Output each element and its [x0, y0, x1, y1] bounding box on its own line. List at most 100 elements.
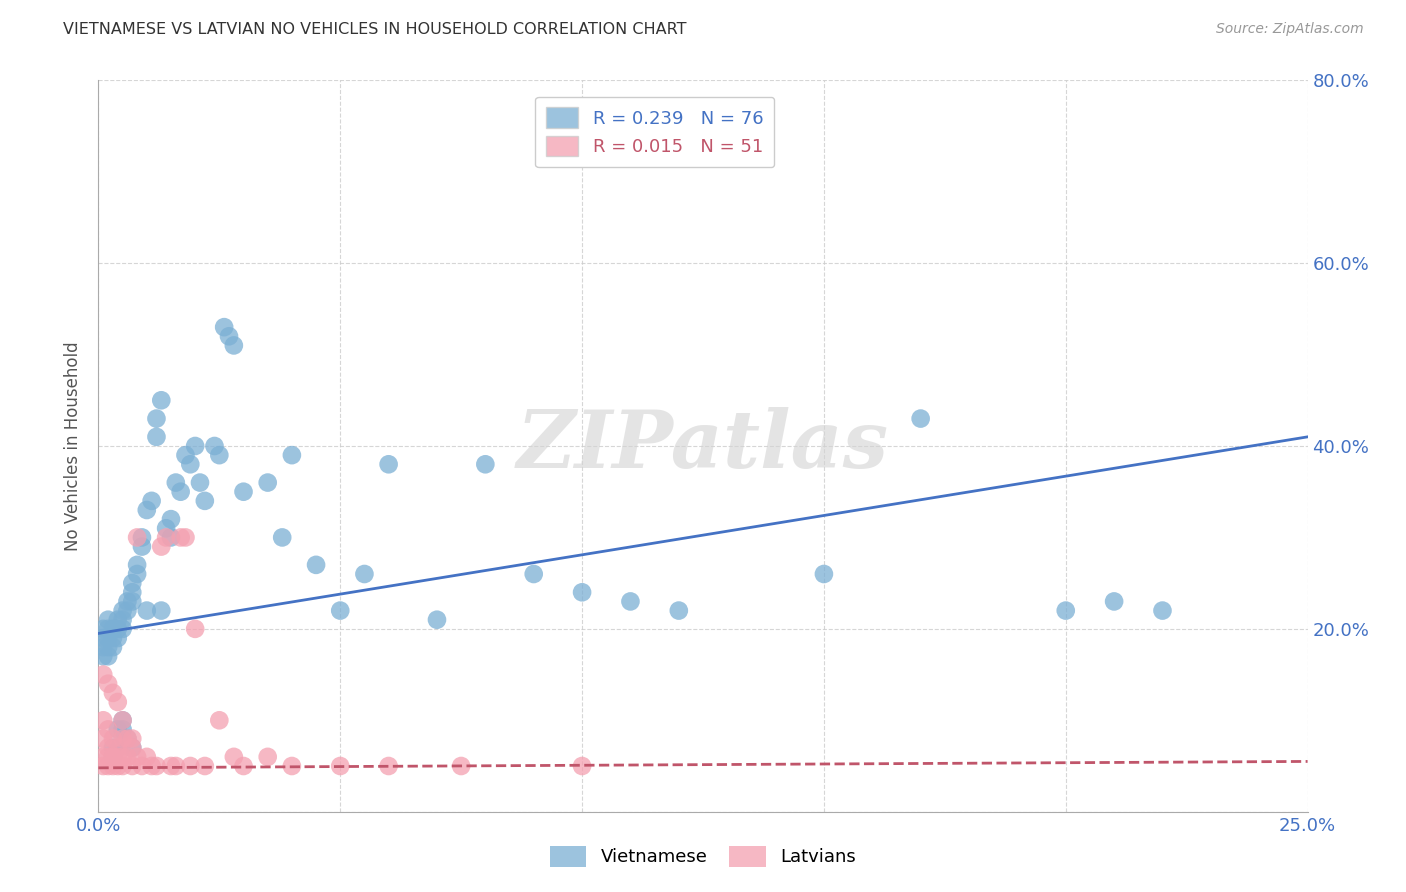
- Point: [165, 759, 187, 773]
- Point: [155, 530, 177, 544]
- Point: [208, 714, 231, 728]
- Point: [97, 676, 120, 690]
- Point: [97, 613, 120, 627]
- Point: [169, 530, 191, 544]
- Point: [910, 411, 932, 425]
- Point: [160, 512, 183, 526]
- Point: [141, 494, 163, 508]
- Point: [232, 759, 254, 773]
- Point: [194, 759, 217, 773]
- Point: [117, 731, 139, 746]
- Point: [97, 622, 120, 636]
- Point: [107, 622, 129, 636]
- Point: [107, 631, 129, 645]
- Point: [179, 457, 201, 471]
- Point: [97, 640, 120, 655]
- Point: [571, 585, 593, 599]
- Point: [117, 731, 139, 746]
- Point: [145, 411, 167, 425]
- Point: [184, 622, 207, 636]
- Point: [212, 320, 235, 334]
- Point: [188, 475, 211, 490]
- Point: [160, 759, 183, 773]
- Point: [208, 448, 231, 462]
- Point: [169, 484, 191, 499]
- Point: [135, 749, 157, 764]
- Point: [232, 484, 254, 499]
- Point: [101, 686, 124, 700]
- Point: [150, 603, 173, 617]
- Point: [107, 740, 129, 755]
- Point: [101, 749, 124, 764]
- Point: [97, 740, 120, 755]
- Point: [1054, 603, 1077, 617]
- Point: [121, 585, 143, 599]
- Point: [117, 594, 139, 608]
- Point: [353, 567, 375, 582]
- Point: [160, 530, 183, 544]
- Point: [131, 759, 153, 773]
- Legend: R = 0.239   N = 76, R = 0.015   N = 51: R = 0.239 N = 76, R = 0.015 N = 51: [536, 96, 775, 167]
- Point: [91, 714, 114, 728]
- Text: ZIPatlas: ZIPatlas: [517, 408, 889, 484]
- Point: [218, 329, 240, 343]
- Point: [107, 759, 129, 773]
- Point: [91, 749, 114, 764]
- Point: [571, 759, 593, 773]
- Point: [131, 540, 153, 554]
- Point: [222, 338, 245, 352]
- Point: [101, 631, 124, 645]
- Point: [135, 503, 157, 517]
- Point: [121, 576, 143, 591]
- Point: [121, 594, 143, 608]
- Text: Source: ZipAtlas.com: Source: ZipAtlas.com: [1216, 22, 1364, 37]
- Point: [91, 640, 114, 655]
- Point: [121, 740, 143, 755]
- Point: [127, 558, 149, 572]
- Point: [150, 393, 173, 408]
- Point: [179, 759, 201, 773]
- Point: [111, 723, 134, 737]
- Point: [97, 759, 120, 773]
- Point: [127, 530, 149, 544]
- Point: [523, 567, 546, 582]
- Point: [165, 475, 187, 490]
- Point: [111, 613, 134, 627]
- Y-axis label: No Vehicles in Household: No Vehicles in Household: [65, 341, 83, 551]
- Point: [668, 603, 690, 617]
- Point: [101, 749, 124, 764]
- Point: [101, 640, 124, 655]
- Point: [1102, 594, 1125, 608]
- Point: [135, 603, 157, 617]
- Point: [271, 530, 294, 544]
- Point: [194, 494, 217, 508]
- Point: [117, 749, 139, 764]
- Point: [377, 759, 399, 773]
- Point: [121, 740, 143, 755]
- Text: VIETNAMESE VS LATVIAN NO VEHICLES IN HOUSEHOLD CORRELATION CHART: VIETNAMESE VS LATVIAN NO VEHICLES IN HOU…: [63, 22, 686, 37]
- Legend: Vietnamese, Latvians: Vietnamese, Latvians: [543, 838, 863, 874]
- Point: [131, 530, 153, 544]
- Point: [329, 759, 352, 773]
- Point: [426, 613, 449, 627]
- Point: [107, 613, 129, 627]
- Point: [117, 603, 139, 617]
- Point: [121, 759, 143, 773]
- Point: [97, 649, 120, 664]
- Point: [450, 759, 472, 773]
- Point: [204, 439, 226, 453]
- Point: [91, 649, 114, 664]
- Point: [222, 749, 245, 764]
- Point: [150, 540, 173, 554]
- Point: [281, 448, 304, 462]
- Point: [111, 714, 134, 728]
- Point: [111, 603, 134, 617]
- Point: [111, 622, 134, 636]
- Point: [91, 631, 114, 645]
- Point: [1152, 603, 1174, 617]
- Point: [377, 457, 399, 471]
- Point: [107, 740, 129, 755]
- Point: [101, 622, 124, 636]
- Point: [91, 622, 114, 636]
- Point: [256, 749, 278, 764]
